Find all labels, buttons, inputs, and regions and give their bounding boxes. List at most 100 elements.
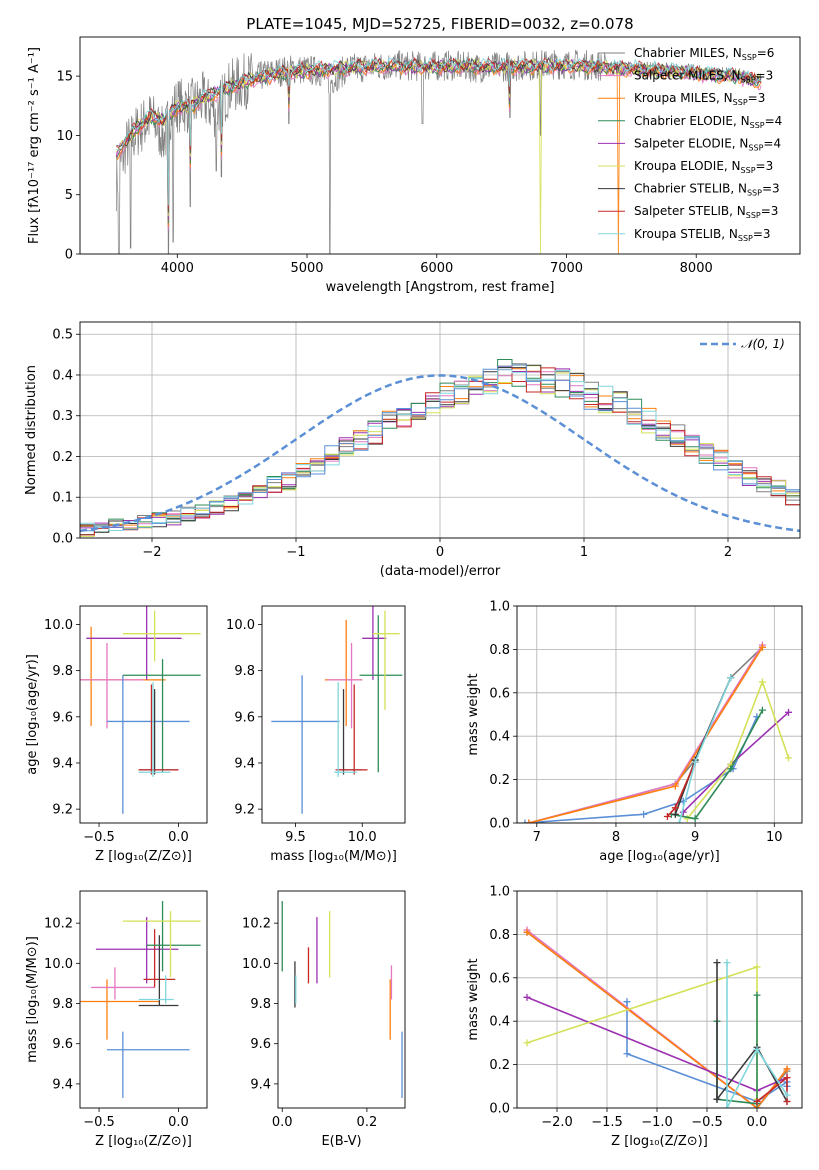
y-tick-label: 0.4 bbox=[489, 1015, 510, 1030]
data-point bbox=[80, 979, 160, 1040]
plot-area bbox=[115, 49, 762, 254]
x-tick-label: 7000 bbox=[550, 261, 583, 276]
plus-marker bbox=[753, 991, 761, 999]
weight-series bbox=[671, 709, 764, 820]
weight-series bbox=[528, 646, 764, 823]
plot-area bbox=[521, 641, 793, 823]
x-tick-label: 0.0 bbox=[747, 1115, 768, 1130]
y-tick-label: 1.0 bbox=[489, 600, 510, 615]
plot-area bbox=[80, 901, 201, 1098]
legend-entry: 𝒩(0, 1) bbox=[741, 337, 785, 351]
plus-marker bbox=[753, 1097, 761, 1105]
y-tick-label: 9.6 bbox=[52, 710, 73, 725]
x-tick-label: 10.0 bbox=[348, 830, 377, 845]
plot-area bbox=[523, 926, 791, 1108]
weight-series bbox=[716, 962, 788, 1102]
plus-marker bbox=[523, 1039, 531, 1047]
histogram-series bbox=[80, 364, 800, 532]
legend-entry: Chabrier ELODIE, NSSP=4 bbox=[634, 114, 782, 130]
x-tick-label: 2 bbox=[724, 545, 732, 560]
x-tick-label: 8 bbox=[612, 830, 620, 845]
data-point bbox=[271, 675, 340, 814]
x-tick-label: 0.0 bbox=[168, 830, 189, 845]
weight-series bbox=[528, 644, 764, 823]
plus-marker bbox=[671, 782, 679, 790]
y-tick-label: 9.6 bbox=[234, 710, 255, 725]
y-tick-label: 10.2 bbox=[242, 917, 271, 932]
x-tick-label: 0.0 bbox=[272, 1115, 293, 1130]
plus-marker bbox=[758, 643, 766, 651]
age-vs-metallicity-panel: −0.5 0.0 9.2 9.4 9.6 9.8 10.0 Z [log₁₀(Z/Z⊙)] ag… bbox=[25, 605, 208, 864]
y-tick-label: 0.4 bbox=[52, 368, 73, 383]
plus-marker bbox=[723, 959, 731, 967]
data-point bbox=[138, 682, 171, 777]
x-axis-label: mass [log₁₀(M/M⊙)] bbox=[270, 849, 397, 864]
y-tick-label: 0 bbox=[65, 248, 73, 263]
plot-area bbox=[281, 901, 403, 1098]
y-tick-label: 1.0 bbox=[489, 885, 510, 900]
legend-entry: Kroupa MILES, NSSP=3 bbox=[634, 91, 765, 107]
data-point bbox=[362, 606, 387, 680]
y-axis-label: Normed distribution bbox=[24, 365, 39, 495]
plus-marker bbox=[623, 1050, 631, 1058]
y-tick-label: 0.0 bbox=[52, 532, 73, 547]
axes-frame bbox=[79, 321, 801, 539]
y-tick-label: 9.8 bbox=[250, 997, 271, 1012]
plus-marker bbox=[675, 819, 683, 823]
x-axis-label: Z [log₁₀(Z/Z⊙)] bbox=[611, 1134, 708, 1149]
plus-marker bbox=[521, 819, 529, 823]
plus-marker bbox=[753, 1045, 761, 1053]
plus-marker bbox=[671, 804, 679, 812]
plot-area bbox=[271, 606, 403, 814]
y-tick-label: 9.4 bbox=[52, 1077, 73, 1092]
y-tick-label: 9.6 bbox=[52, 1037, 73, 1052]
plus-marker bbox=[785, 708, 793, 716]
x-tick-label: −2.0 bbox=[541, 1115, 573, 1130]
data-point bbox=[106, 675, 190, 814]
plus-marker bbox=[671, 810, 679, 818]
x-tick-label: 6000 bbox=[420, 261, 453, 276]
y-tick-label: 9.8 bbox=[234, 664, 255, 679]
x-tick-label: 9.5 bbox=[285, 830, 306, 845]
data-point bbox=[106, 1031, 190, 1098]
histogram-series bbox=[80, 369, 800, 531]
plus-marker bbox=[785, 754, 793, 762]
figure-title: PLATE=1045, MJD=52725, FIBERID=0032, z=0… bbox=[246, 15, 633, 33]
x-tick-label: 5000 bbox=[290, 261, 323, 276]
y-tick-label: 0.2 bbox=[489, 1058, 510, 1073]
mass-vs-extinction-panel: 0.0 0.2 9.4 9.6 9.8 10.0 10.2 E(B-V) bbox=[242, 890, 406, 1149]
x-tick-label: 0 bbox=[436, 545, 444, 560]
plus-marker bbox=[691, 758, 699, 766]
plus-marker bbox=[753, 963, 761, 971]
data-point bbox=[335, 684, 368, 775]
x-tick-label: 1 bbox=[580, 545, 588, 560]
axes-frame bbox=[277, 890, 406, 1109]
y-tick-label: 10.0 bbox=[44, 618, 73, 633]
y-tick-label: 0.0 bbox=[489, 817, 510, 832]
data-point bbox=[334, 682, 357, 777]
model-spectrum bbox=[116, 56, 762, 209]
weight-series bbox=[528, 646, 763, 823]
data-point bbox=[122, 659, 201, 773]
data-point bbox=[91, 967, 155, 1000]
weight-vs-age-panel: 7 8 9 10 0.0 0.2 0.4 0.6 0.8 1.0 age [log₁₀(age/yr… bbox=[466, 600, 803, 864]
axes-frame bbox=[261, 605, 406, 824]
y-tick-label: 9.4 bbox=[234, 756, 255, 771]
data-point bbox=[122, 911, 201, 978]
y-axis-label: mass weight bbox=[466, 673, 481, 755]
weight-series bbox=[726, 962, 788, 1108]
axes-frame bbox=[516, 605, 803, 824]
plus-marker bbox=[783, 1091, 791, 1099]
data-point bbox=[95, 917, 179, 984]
data-point bbox=[338, 689, 363, 775]
plus-marker bbox=[727, 674, 735, 682]
y-tick-label: 0.6 bbox=[489, 971, 510, 986]
y-tick-label: 9.6 bbox=[250, 1037, 271, 1052]
y-tick-label: 15 bbox=[56, 70, 73, 85]
plus-marker bbox=[783, 1074, 791, 1082]
plot-area bbox=[80, 359, 800, 537]
y-tick-label: 10.2 bbox=[44, 917, 73, 932]
x-tick-label: 4000 bbox=[161, 261, 194, 276]
x-tick-label: −1 bbox=[286, 545, 305, 560]
